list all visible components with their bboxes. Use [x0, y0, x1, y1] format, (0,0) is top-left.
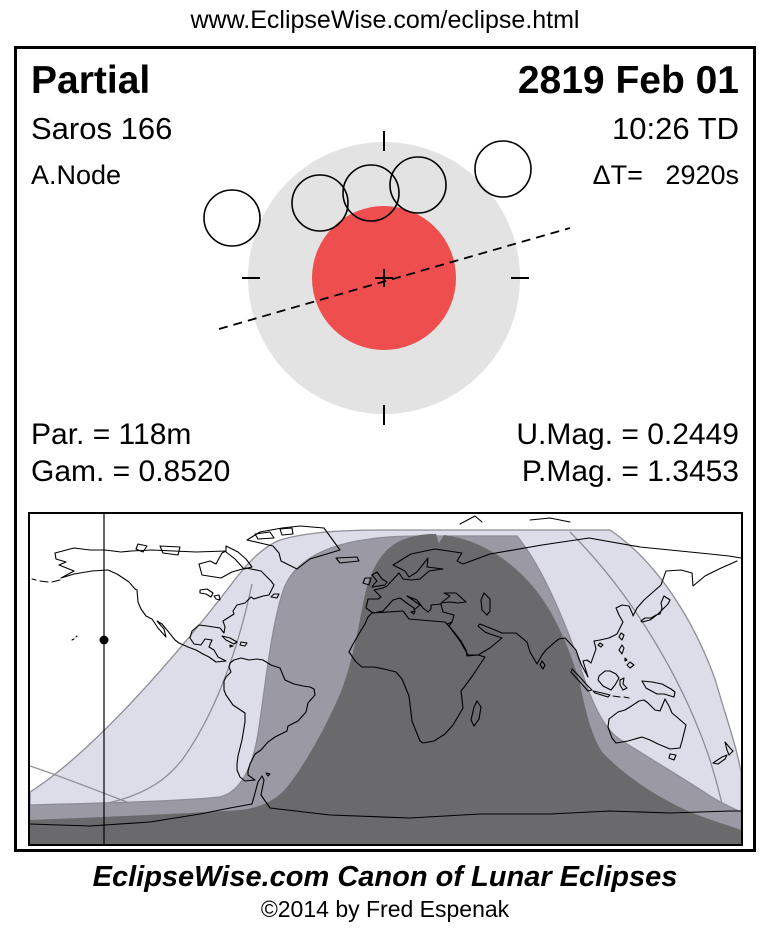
aleutian-islands [31, 578, 61, 583]
saros-series: Saros 166 [31, 111, 173, 146]
sicily-outline [410, 610, 416, 615]
umbral-magnitude: U.Mag. = 0.2449 [516, 418, 739, 451]
gamma-value: Gam. = 0.8520 [31, 455, 231, 488]
madagascar-outline [470, 700, 482, 727]
eclipse-type-label: Partial [31, 59, 151, 102]
ecliptic-dashed-line [218, 227, 571, 330]
canon-title: EclipseWise.com Canon of Lunar Eclipses [92, 861, 678, 893]
java-outline [592, 690, 611, 698]
eclipse-geometry-diagram [203, 131, 571, 425]
mediterranean-north-coast [372, 595, 455, 625]
moon-contact-circle-u4 [389, 156, 447, 214]
jamaica-outline [229, 644, 234, 648]
hainan-outline [597, 642, 604, 648]
tasmania-outline [668, 753, 677, 761]
partial-duration: Par. = 118m [31, 418, 192, 451]
moon-contact-circle-p4 [474, 140, 532, 198]
penumbral-magnitude: P.Mag. = 1.3453 [521, 455, 739, 488]
copyright-notice: ©2014 by Fred Espenak [260, 896, 510, 922]
newfoundland-outline [270, 593, 280, 599]
japan-outline [640, 595, 671, 623]
node-label: A.Node [31, 160, 122, 190]
british-isles-outline [362, 571, 388, 588]
baffin-island-outline [225, 545, 253, 570]
greatest-eclipse-time: 10:26 TD [612, 111, 739, 146]
arctic-islands-outline [254, 527, 294, 540]
visibility-map [29, 514, 742, 845]
great-lakes-outline [199, 588, 221, 601]
taiwan-outline [618, 632, 625, 641]
west-europe-coastline [365, 537, 742, 614]
antarctica-coastline [29, 775, 742, 827]
banks-island-outline [135, 543, 148, 553]
sumatra-outline [570, 668, 593, 692]
philippines-outline [618, 644, 635, 669]
australia-coastline [607, 698, 687, 750]
new-zealand-outline [712, 741, 734, 765]
sri-lanka-outline [539, 660, 546, 670]
hawaii-islands [71, 635, 78, 641]
north-america-coastline [54, 547, 275, 663]
moon-contact-circle-greatest [342, 164, 400, 222]
eclipse-date: 2819 Feb 01 [517, 59, 739, 102]
page-url: www.EclipseWise.com/eclipse.html [190, 6, 580, 34]
sulawesi-outline [619, 677, 628, 691]
south-america-coastline [223, 657, 316, 782]
continent-outlines [29, 515, 742, 827]
falklands-outline [265, 772, 271, 777]
moon-contact-circle-p1 [203, 189, 261, 247]
eclipse-card: Partial 2819 Feb 01 Saros 166 10:26 TD A… [14, 46, 756, 852]
black-sea-outline [440, 592, 467, 604]
caspian-sea-outline [480, 592, 491, 616]
moon-contact-circle-u1 [291, 174, 349, 232]
delta-t-value: ΔT= 2920s [592, 160, 739, 190]
moon-zenith-point-dot [99, 635, 109, 645]
iceland-outline [335, 556, 360, 564]
cuba-outline [221, 635, 238, 645]
lesser-sunda-islands [612, 695, 630, 699]
borneo-outline [597, 670, 620, 691]
victoria-island-outline [159, 545, 181, 556]
new-guinea-outline [641, 680, 676, 698]
novaya-zemlya-outline [459, 515, 571, 525]
total-visibility-zone [30, 534, 741, 844]
greenland-outline [246, 525, 341, 570]
visibility-map-frame [28, 512, 743, 846]
hispaniola-outline [239, 641, 248, 647]
south-asia-coastline [448, 560, 738, 678]
